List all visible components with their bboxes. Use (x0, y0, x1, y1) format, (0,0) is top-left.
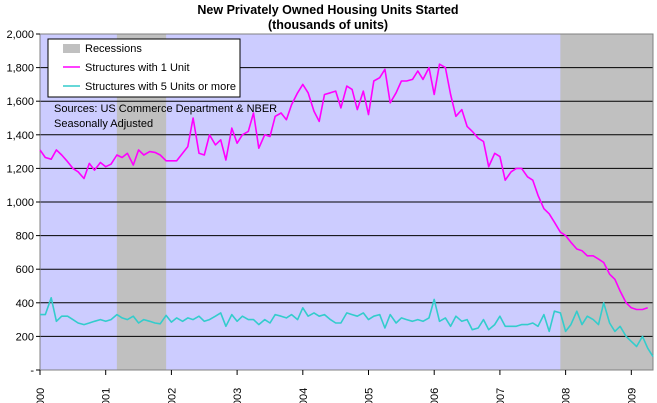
y-tick-label: 1,800 (6, 63, 34, 75)
legend-label-1-unit: Structures with 1 Unit (85, 62, 190, 74)
series-line-1-unit (39, 63, 648, 311)
legend: Recessions Structures with 1 Unit Struct… (47, 38, 241, 98)
chart-subtitle: (thousands of units) (268, 18, 388, 32)
series-lines (39, 63, 654, 358)
adjustment-note: Seasonally Adjusted (54, 118, 153, 130)
x-tick-label: 2003 (232, 388, 244, 403)
gridlines (40, 67, 653, 337)
y-axis: - 200 400 600 800 1,000 1,200 1,400 1,600 1,800 2,… (6, 29, 40, 377)
legend-label-recessions: Recessions (85, 43, 142, 55)
x-tick-label: 2007 (495, 388, 507, 403)
x-tick-label: 2006 (429, 388, 441, 403)
y-tick-label: 2,000 (6, 29, 34, 41)
y-tick-label: - (30, 365, 34, 377)
x-tick-label: 2002 (166, 388, 178, 403)
x-tick-label: 2000 (35, 388, 47, 403)
x-axis: 2000 2001 2002 2003 2004 2005 2006 2007 2008 2009 (35, 370, 638, 403)
sources-note: Sources: US Commerce Department & NBER (54, 103, 277, 115)
chart-title: New Privately Owned Housing Units Starte… (197, 3, 458, 17)
y-tick-label: 600 (16, 264, 34, 276)
x-tick-label: 2004 (298, 388, 310, 403)
legend-swatch-recessions (63, 44, 80, 53)
y-tick-label: 1,200 (6, 163, 34, 175)
x-tick-label: 2008 (561, 388, 573, 403)
y-tick-label: 1,600 (6, 96, 34, 108)
x-tick-label: 2005 (364, 388, 376, 403)
legend-label-5-units: Structures with 5 Units or more (85, 81, 236, 93)
y-tick-label: 200 (16, 331, 34, 343)
series-line-5-units (40, 296, 654, 358)
x-tick-label: 2009 (626, 388, 638, 403)
y-tick-label: 800 (16, 231, 34, 243)
y-tick-label: 400 (16, 298, 34, 310)
y-tick-label: 1,000 (6, 197, 34, 209)
y-tick-label: 1,400 (6, 130, 34, 142)
x-tick-label: 2001 (101, 388, 113, 403)
